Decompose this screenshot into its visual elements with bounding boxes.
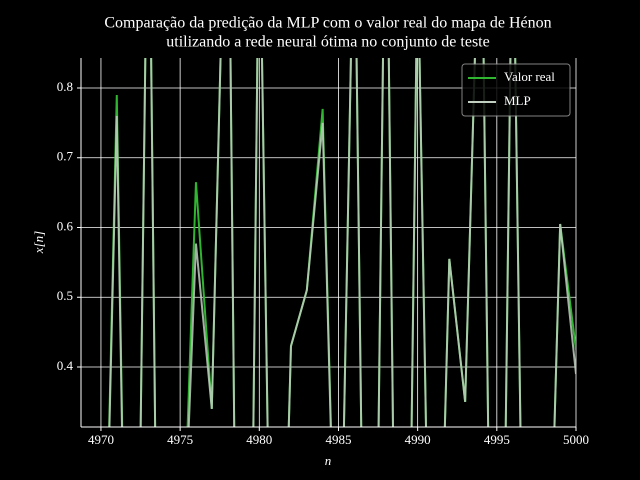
y-axis-label: x[n]: [31, 231, 46, 254]
x-tick-label: 4995: [484, 432, 510, 447]
legend-label: MLP: [504, 93, 531, 108]
x-tick-label: 4990: [405, 432, 431, 447]
grid: [81, 58, 577, 427]
chart-title: utilizando a rede neural ótima no conjun…: [166, 34, 489, 51]
y-tick-label: 0.5: [57, 288, 73, 303]
x-tick-label: 4980: [246, 432, 272, 447]
y-tick-label: 0.8: [57, 79, 73, 94]
x-tick-label: 5000: [563, 432, 589, 447]
y-tick-label: 0.7: [57, 149, 74, 164]
x-tick-label: 4975: [167, 432, 193, 447]
x-tick-label: 4970: [88, 432, 114, 447]
y-tick-label: 0.4: [57, 358, 74, 373]
x-axis-label: n: [325, 453, 332, 468]
x-tick-label: 4985: [325, 432, 351, 447]
legend: Valor real MLP: [461, 63, 571, 117]
y-tick-label: 0.6: [57, 218, 74, 233]
chart-title: Comparação da predição da MLP com o valo…: [104, 15, 551, 32]
legend-label: Valor real: [504, 69, 555, 84]
